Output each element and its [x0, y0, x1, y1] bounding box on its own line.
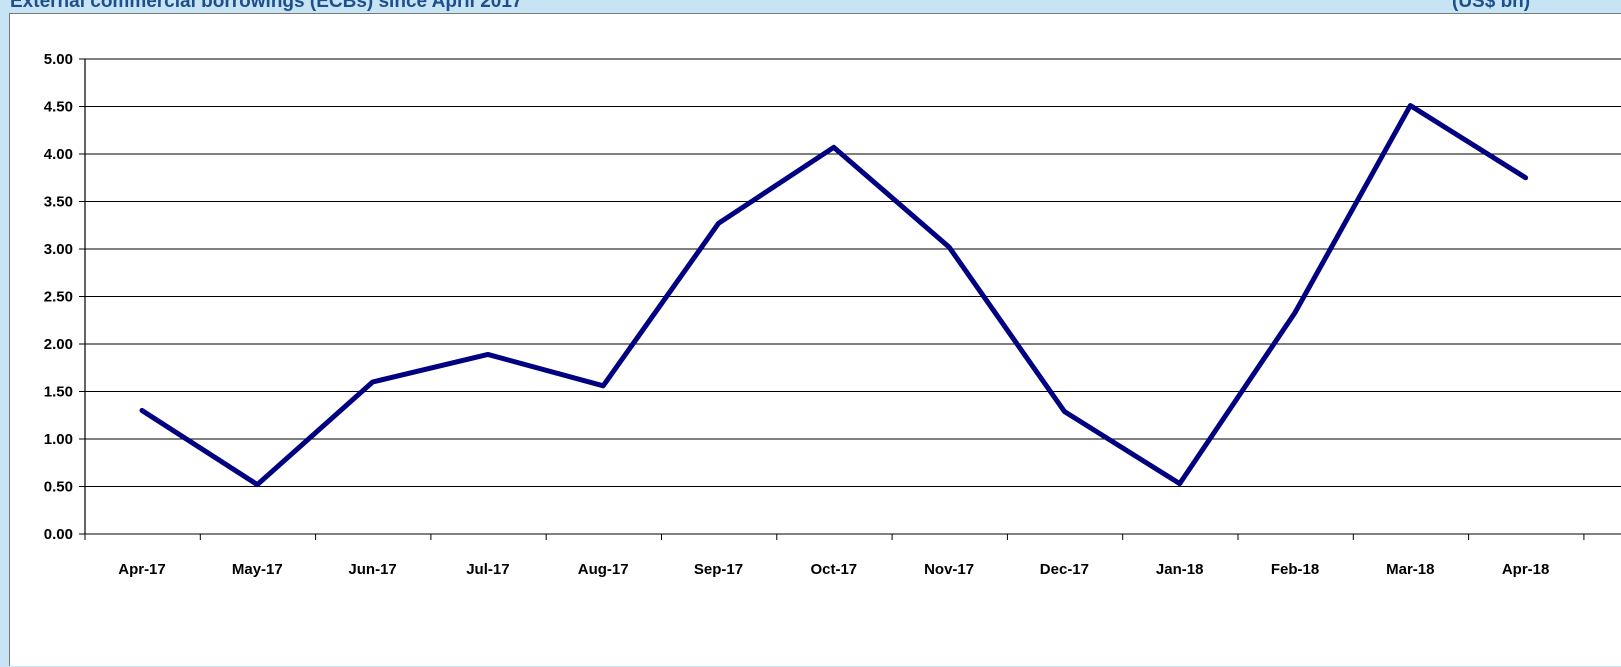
x-tick-label: Jul-17 [466, 561, 509, 578]
data-point [1294, 312, 1296, 314]
data-point [602, 385, 604, 387]
data-point [1179, 483, 1181, 485]
x-tick-label: Apr-17 [118, 561, 166, 578]
x-tick-label: Sep-17 [694, 561, 743, 578]
data-point [948, 246, 950, 248]
x-tick-label: Feb-18 [1271, 561, 1319, 578]
data-point [372, 381, 374, 383]
y-tick-label: 2.00 [44, 336, 73, 353]
x-tick-label: Nov-17 [924, 561, 974, 578]
x-tick-label: Aug-17 [578, 561, 629, 578]
data-point [718, 222, 719, 224]
y-tick-label: 2.50 [44, 289, 73, 306]
line-chart: 0.00 0.50 1.00 1.50 2.00 2.50 3.00 3.50 4.00 4.50… [44, 51, 1621, 578]
chart-title: External commercial borrowings (ECBs) si… [10, 0, 523, 12]
data-point [1409, 105, 1411, 107]
data-point [141, 410, 143, 411]
y-tick-label: 0.50 [44, 479, 73, 496]
x-tick-label: Mar-18 [1386, 561, 1434, 578]
x-tick-label: Jun-17 [348, 561, 396, 578]
y-tick-label: 0.00 [44, 526, 73, 543]
chart-unit-label: (US$ bn) [1452, 0, 1531, 12]
x-tick-label: May-17 [232, 561, 283, 578]
x-tick-label: Oct-17 [810, 561, 857, 578]
data-point [256, 484, 258, 486]
title-strip: External commercial borrowings (ECBs) si… [0, 0, 1621, 14]
y-tick-label: 1.00 [44, 431, 73, 448]
y-tick-label: 4.00 [44, 146, 73, 163]
x-tick-label: Apr-18 [1502, 561, 1550, 578]
data-point [487, 353, 489, 355]
y-tick-label: 4.50 [44, 99, 73, 116]
y-tick-label: 3.50 [44, 194, 73, 211]
data-point [1063, 410, 1065, 412]
series-line [139, 103, 1529, 488]
y-tick-label: 5.00 [44, 51, 73, 68]
y-tick-label: 3.00 [44, 241, 73, 258]
x-tick-label: Dec-17 [1040, 561, 1089, 578]
y-tick-label: 1.50 [44, 384, 73, 401]
data-point [1525, 177, 1527, 179]
data-point [833, 146, 835, 148]
chart-area: 0.00 0.50 1.00 1.50 2.00 2.50 3.00 3.50 4.00 4.50… [9, 13, 1621, 666]
x-tick-label: Jan-18 [1156, 561, 1204, 578]
